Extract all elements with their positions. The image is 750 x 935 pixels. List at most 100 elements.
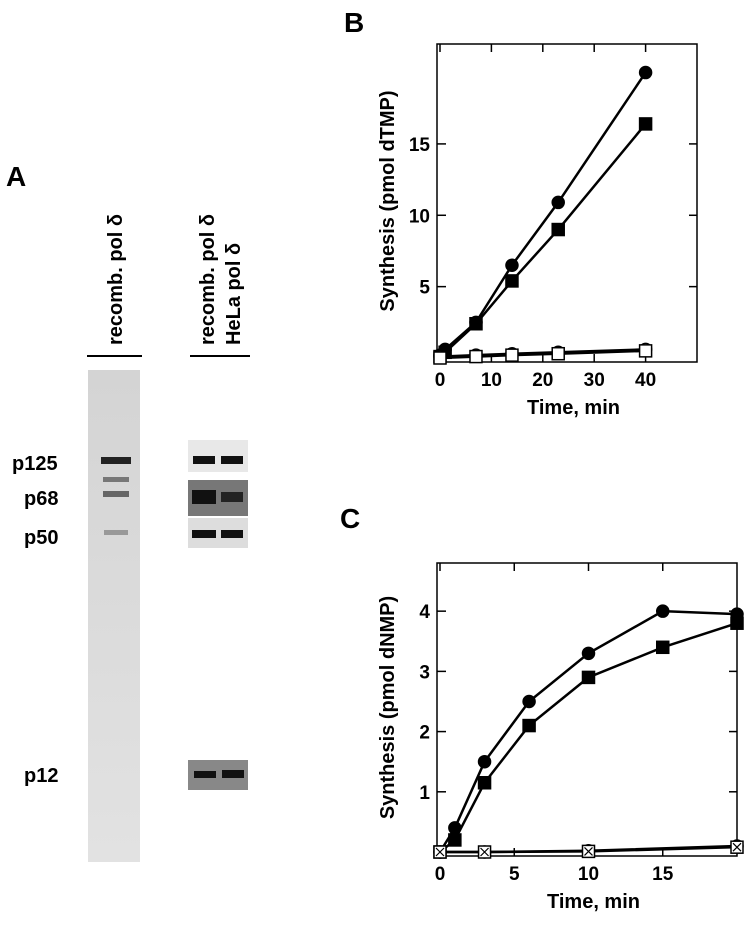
blot-band (221, 456, 243, 464)
data-point (638, 344, 653, 358)
marker-shape (581, 670, 596, 685)
marker-shape (469, 316, 483, 331)
panel-label: C (340, 503, 360, 534)
marker-shape (505, 274, 519, 288)
plot-frame (436, 43, 698, 363)
marker-shape (638, 65, 653, 80)
data-point (656, 604, 670, 618)
data-point (448, 821, 462, 835)
marker-shape (505, 258, 519, 272)
data-point (433, 351, 447, 365)
blot-band (221, 530, 243, 538)
y-tick-label: 5 (419, 278, 430, 299)
marker-shape (469, 349, 483, 364)
data-point (505, 258, 519, 272)
marker-shape (433, 351, 447, 365)
x-axis-label: Time, min (527, 397, 620, 419)
panel-label: B (344, 7, 364, 38)
data-point (551, 346, 565, 361)
marker-shape (581, 646, 596, 661)
data-point (581, 646, 596, 661)
y-tick-label: 1 (419, 783, 430, 804)
data-point (505, 274, 519, 288)
lane-label: recomb. pol δ (105, 214, 127, 345)
data-point (522, 694, 536, 709)
lane-label: HeLa pol δ (223, 243, 245, 345)
band-label: p125 (12, 453, 58, 475)
data-point (551, 195, 565, 210)
series-line (440, 845, 738, 854)
marker-shape (638, 117, 653, 131)
data-point (477, 776, 492, 790)
y-axis-label: Synthesis (pmol dNMP) (377, 596, 399, 819)
x-tick-label: 0 (435, 370, 446, 391)
data-point (477, 845, 492, 859)
marker-shape (551, 195, 565, 210)
band-label: p50 (24, 527, 58, 549)
panel-label: A (6, 161, 26, 192)
data-point (656, 640, 670, 655)
marker-shape (638, 344, 653, 358)
data-point (581, 670, 596, 685)
marker-shape (730, 616, 744, 630)
gel-lane (88, 370, 140, 862)
gel-band (103, 477, 129, 482)
marker-shape (448, 821, 462, 835)
lane-label: recomb. pol δ (197, 214, 219, 345)
x-tick-label: 30 (584, 370, 605, 391)
y-tick-label: 3 (419, 662, 430, 683)
marker-cross (480, 847, 489, 857)
data-point (433, 845, 447, 859)
gel-band (103, 491, 129, 497)
blot-band (192, 530, 216, 538)
data-point (477, 754, 492, 769)
marker-shape (656, 604, 670, 618)
blot-band (222, 770, 244, 778)
y-tick-label: 2 (419, 723, 430, 744)
data-point (581, 844, 596, 859)
marker-shape (477, 754, 492, 769)
x-tick-label: 10 (481, 370, 502, 391)
data-point (638, 65, 653, 80)
blot-band (194, 771, 216, 778)
marker-shape (551, 222, 565, 237)
x-tick-label: 5 (509, 864, 520, 885)
data-point (505, 348, 519, 362)
marker-cross (584, 846, 593, 856)
x-tick-label: 10 (578, 864, 599, 885)
data-point (448, 833, 462, 847)
marker-shape (477, 776, 492, 790)
marker-shape (448, 833, 462, 847)
x-tick-label: 40 (635, 370, 656, 391)
x-tick-label: 15 (652, 864, 674, 885)
data-point (730, 616, 744, 630)
marker-shape (656, 640, 670, 655)
gel-band (104, 530, 128, 535)
data-point (469, 349, 483, 364)
band-label: p68 (24, 488, 58, 510)
marker-cross (435, 847, 445, 857)
blot-band (221, 492, 243, 502)
marker-cross (732, 842, 742, 852)
y-axis-label: Synthesis (pmol dTMP) (377, 90, 399, 311)
y-tick-label: 10 (409, 206, 430, 227)
blot-band (193, 456, 215, 464)
marker-shape (522, 718, 536, 733)
plot-frame (436, 562, 738, 857)
data-point (469, 316, 483, 331)
data-point (638, 117, 653, 131)
data-point (522, 718, 536, 733)
x-axis-label: Time, min (547, 891, 640, 913)
marker-shape (551, 346, 565, 361)
marker-shape (505, 348, 519, 362)
band-label: p12 (24, 765, 58, 787)
marker-shape (522, 694, 536, 709)
blot-band (192, 490, 216, 504)
data-point (730, 840, 744, 854)
data-point (551, 222, 565, 237)
y-tick-label: 4 (419, 602, 430, 623)
gel-band (101, 457, 131, 464)
y-tick-label: 15 (409, 135, 431, 156)
series-line (439, 71, 647, 356)
